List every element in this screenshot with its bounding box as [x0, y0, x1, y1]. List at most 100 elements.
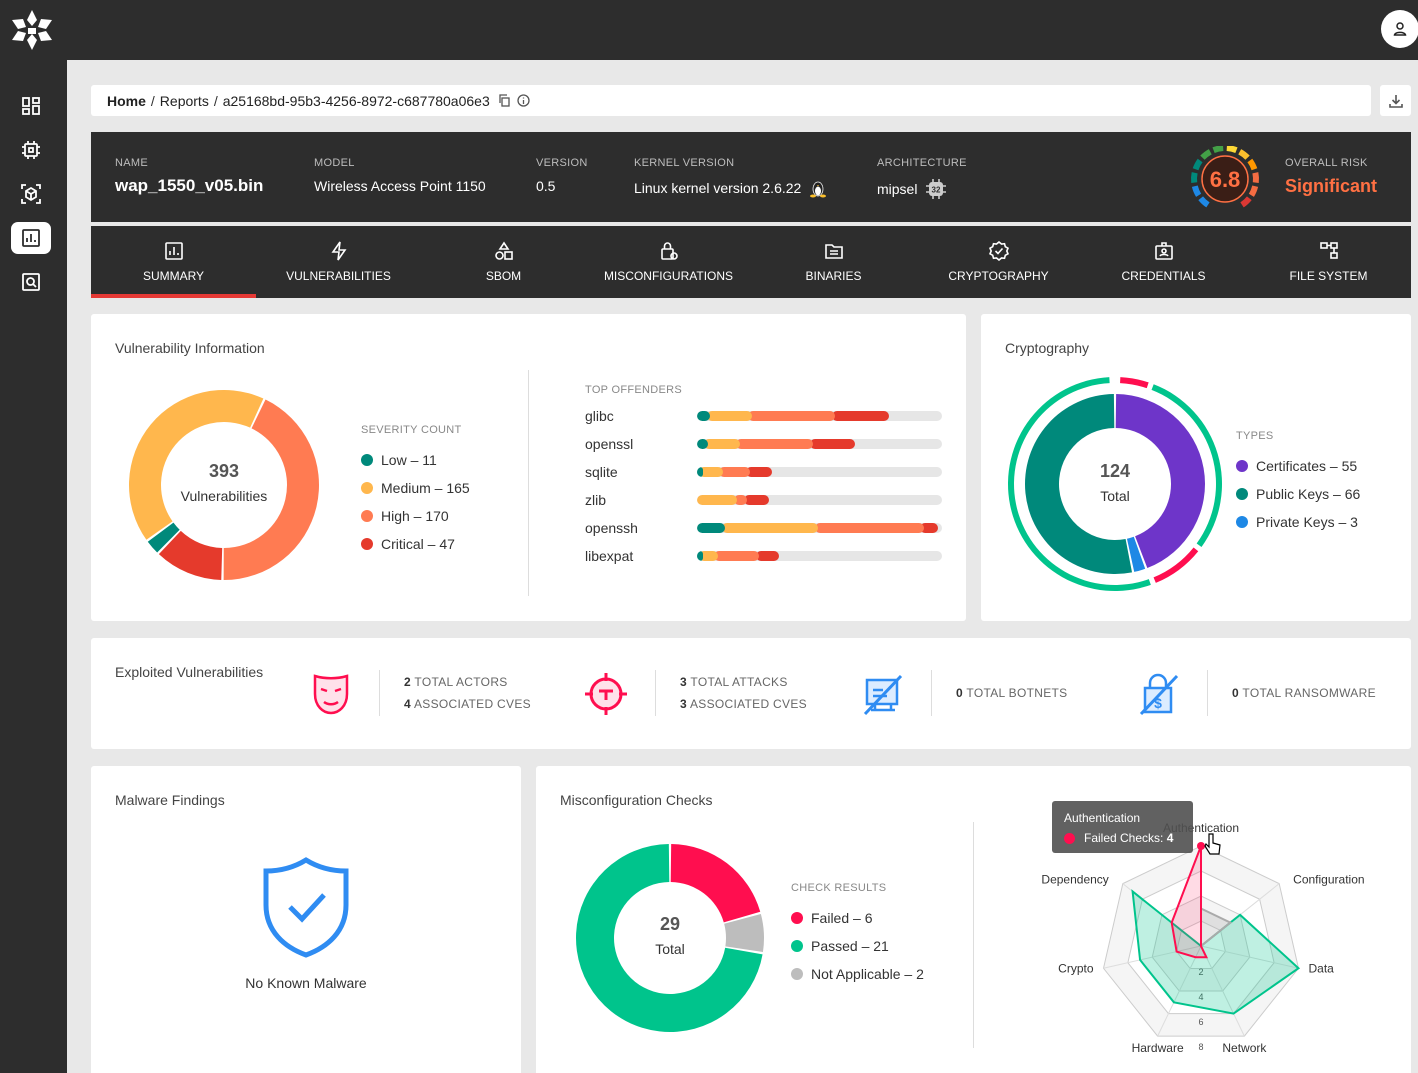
misconfiguration-donut	[576, 844, 764, 1032]
download-icon	[1388, 94, 1403, 108]
breadcrumb-reports[interactable]: Reports	[159, 92, 209, 109]
tab-file-system[interactable]: FILE SYSTEM	[1246, 226, 1411, 298]
tab-credentials-label: CREDENTIALS	[1121, 269, 1206, 283]
radar-tick-label: 6	[1198, 1017, 1203, 1027]
total-ransomware-count: 0	[1232, 686, 1239, 700]
mouse-pointer-icon	[1204, 833, 1221, 855]
offender-bar-segment	[714, 551, 760, 561]
legend-item-medium[interactable]: Medium – 165	[361, 474, 470, 502]
tab-sbom[interactable]: SBOM	[421, 226, 586, 298]
name-field: NAME wap_1550_v05.bin	[115, 157, 263, 196]
offender-row[interactable]: openssl	[585, 435, 945, 453]
misconfig-donut-slice-0	[670, 844, 761, 923]
tab-credentials[interactable]: CREDENTIALS	[1081, 226, 1246, 298]
tab-summary-label: SUMMARY	[142, 269, 205, 283]
offender-bar-segment	[697, 439, 709, 449]
total-attacks-label: TOTAL ATTACKS	[690, 675, 788, 689]
stat-divider	[655, 670, 656, 716]
overall-risk-label: OVERALL RISK	[1285, 157, 1368, 169]
legend-item-passed[interactable]: Passed – 21	[791, 932, 924, 960]
legend-item-certificates[interactable]: Certificates – 55	[1236, 452, 1360, 480]
legend-item-private-keys-label: Private Keys – 3	[1256, 514, 1358, 530]
sidebar-item-dashboard[interactable]	[11, 90, 51, 122]
vertical-divider	[973, 822, 974, 1048]
exploited-vulnerabilities-card: Exploited Vulnerabilities 2 TOTAL ACTORS…	[91, 638, 1411, 749]
misconfig-donut-slice-2	[576, 844, 763, 1032]
top-offenders-title: TOP OFFENDERS	[585, 384, 683, 396]
download-button[interactable]	[1380, 85, 1411, 116]
tab-vulnerabilities[interactable]: VULNERABILITIES	[256, 226, 421, 298]
botnets-stat: 0 TOTAL BOTNETS	[956, 682, 1067, 704]
sidebar-item-reports[interactable]	[11, 222, 51, 254]
model-field: MODEL Wireless Access Point 1150	[314, 157, 486, 194]
vuln-donut-slice-3	[129, 390, 264, 540]
legend-item-failed[interactable]: Failed – 6	[791, 904, 924, 932]
user-account-button[interactable]	[1381, 10, 1418, 48]
ransom-off-icon: $	[1139, 673, 1179, 716]
risk-score: 6.8	[1210, 167, 1241, 192]
tree-icon	[1319, 242, 1338, 259]
legend-dot	[361, 482, 373, 494]
offender-name: libexpat	[585, 548, 634, 564]
total-actors-count: 2	[404, 675, 411, 689]
tooltip-row: Failed Checks: 4	[1064, 831, 1173, 845]
legend-dot	[791, 968, 803, 980]
top-bar	[0, 0, 1418, 60]
legend-item-low[interactable]: Low – 11	[361, 446, 470, 474]
gauge-tick	[1240, 196, 1252, 208]
bolt-icon	[330, 241, 347, 261]
actors-cves-count: 4	[404, 697, 411, 711]
sidebar-item-search[interactable]	[11, 266, 51, 298]
attacks-cves-label: ASSOCIATED CVES	[689, 697, 807, 711]
info-icon[interactable]	[517, 94, 530, 107]
malware-title: Malware Findings	[115, 792, 225, 808]
offender-row[interactable]: zlib	[585, 491, 945, 509]
sidebar-item-components[interactable]	[11, 178, 51, 210]
offender-bar-segment	[736, 439, 814, 449]
tab-summary[interactable]: SUMMARY	[91, 226, 256, 298]
offender-row[interactable]: openssh	[585, 519, 945, 537]
radar-axis-label: Crypto	[1058, 961, 1094, 975]
misconfig-donut-slice-1	[724, 913, 764, 953]
model-label: MODEL	[314, 157, 355, 169]
legend-item-critical[interactable]: Critical – 47	[361, 530, 470, 558]
tab-cryptography[interactable]: CRYPTOGRAPHY	[916, 226, 1081, 298]
offender-row[interactable]: libexpat	[585, 547, 945, 565]
kernel-value: Linux kernel version 2.6.22	[634, 180, 802, 196]
tab-misconfigurations[interactable]: MISCONFIGURATIONS	[586, 226, 751, 298]
lock-gear-icon	[660, 242, 678, 260]
legend-item-private-keys[interactable]: Private Keys – 3	[1236, 508, 1360, 536]
mask-icon	[313, 674, 349, 715]
exploited-title: Exploited Vulnerabilities	[115, 664, 264, 680]
tab-binaries[interactable]: BINARIES	[751, 226, 916, 298]
misconfiguration-total: 29 Total	[605, 914, 735, 957]
model-value: Wireless Access Point 1150	[314, 178, 486, 194]
crypto-outer-segment-red	[1153, 547, 1199, 583]
radar-passed-area	[1131, 889, 1301, 1015]
total-ransomware-label: TOTAL RANSOMWARE	[1242, 686, 1376, 700]
legend-item-high[interactable]: High – 170	[361, 502, 470, 530]
legend-item-public-keys[interactable]: Public Keys – 66	[1236, 480, 1360, 508]
cryptography-card: Cryptography 124 Total TYPES Certificate…	[981, 314, 1411, 621]
radar-axis-label: Data	[1308, 961, 1334, 975]
legend-item-not-applicable[interactable]: Not Applicable – 2	[791, 960, 924, 988]
offender-bar-segment	[699, 551, 718, 561]
breadcrumb-home[interactable]: Home	[107, 92, 146, 109]
misconfiguration-radar-chart: 2468AuthenticationConfigurationDataNetwo…	[1041, 821, 1364, 1055]
vuln-donut-slice-0	[223, 399, 319, 580]
cryptography-total-count: 124	[1099, 461, 1131, 481]
offender-row[interactable]: glibc	[585, 407, 945, 425]
offender-row[interactable]: sqlite	[585, 463, 945, 481]
stat-divider	[379, 670, 380, 716]
copy-icon[interactable]	[498, 94, 511, 107]
gauge-tick	[1192, 158, 1203, 171]
vulnerability-total: 393 Vulnerabilities	[159, 461, 289, 504]
breadcrumb-separator: /	[213, 92, 218, 109]
radar-tick-label: 4	[1198, 992, 1203, 1002]
offender-name: sqlite	[585, 464, 618, 480]
legend-dot	[1236, 516, 1248, 528]
sidebar-item-devices[interactable]	[11, 134, 51, 166]
legend-item-high-label: High – 170	[381, 508, 449, 524]
app-logo-icon[interactable]	[6, 4, 58, 56]
vulnerability-title: Vulnerability Information	[115, 340, 265, 356]
